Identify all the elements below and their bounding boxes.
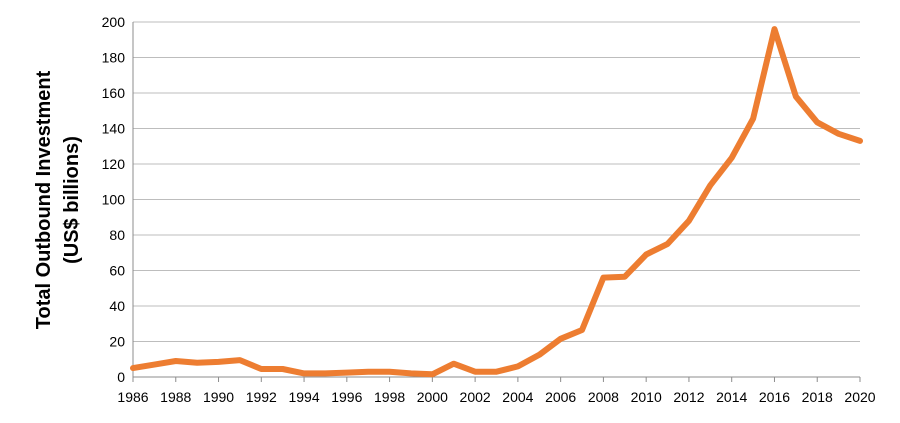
y-tick-label: 100 — [102, 192, 126, 208]
axes — [132, 22, 861, 382]
x-tick-label: 1996 — [331, 389, 362, 405]
gridlines — [133, 21, 860, 342]
x-tick-label: 1988 — [160, 389, 191, 405]
y-tick-label: 0 — [117, 369, 125, 385]
x-tick-label: 2018 — [802, 389, 833, 405]
x-tick-label: 2020 — [844, 389, 875, 405]
y-tick-labels: 0 20 40 60 80 100 120 140 160 180 200 — [102, 14, 126, 385]
x-tick-label: 2008 — [588, 389, 619, 405]
x-tick-label: 2014 — [716, 389, 747, 405]
x-tick-label: 2002 — [460, 389, 491, 405]
x-tick-label: 2012 — [673, 389, 704, 405]
x-tick-label: 2010 — [631, 389, 662, 405]
y-axis-label-line-2: (US$ billions) — [61, 136, 83, 264]
y-tick-label: 140 — [102, 121, 126, 137]
y-tick-label: 80 — [109, 227, 125, 243]
y-tick-label: 160 — [102, 85, 126, 101]
x-tick-label: 1998 — [374, 389, 405, 405]
x-tick-label: 2006 — [545, 389, 576, 405]
x-tick-label: 2004 — [502, 389, 533, 405]
x-tick-label: 1992 — [246, 389, 277, 405]
y-tick-label: 180 — [102, 50, 126, 66]
y-tick-label: 60 — [109, 263, 125, 279]
x-tick-label: 1986 — [117, 389, 148, 405]
x-tick-label: 2016 — [759, 389, 790, 405]
y-tick-label: 200 — [102, 14, 126, 30]
y-tick-label: 40 — [109, 298, 125, 314]
y-tick-label: 120 — [102, 156, 126, 172]
y-axis-label-line-1: Total Outbound Investment — [33, 70, 55, 329]
x-tick-labels: 1986 1988 1990 1992 1994 1996 1998 2000 2002 2004… — [117, 389, 875, 405]
series-line — [130, 26, 863, 378]
x-tick-label: 2000 — [417, 389, 448, 405]
x-tick-label: 1994 — [288, 389, 319, 405]
x-tick-label: 1990 — [203, 389, 234, 405]
y-tick-label: 20 — [109, 334, 125, 350]
